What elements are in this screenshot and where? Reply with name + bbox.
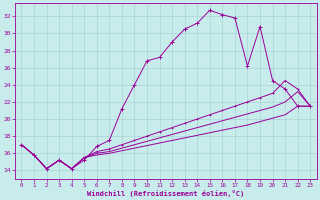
X-axis label: Windchill (Refroidissement éolien,°C): Windchill (Refroidissement éolien,°C) (87, 190, 244, 197)
